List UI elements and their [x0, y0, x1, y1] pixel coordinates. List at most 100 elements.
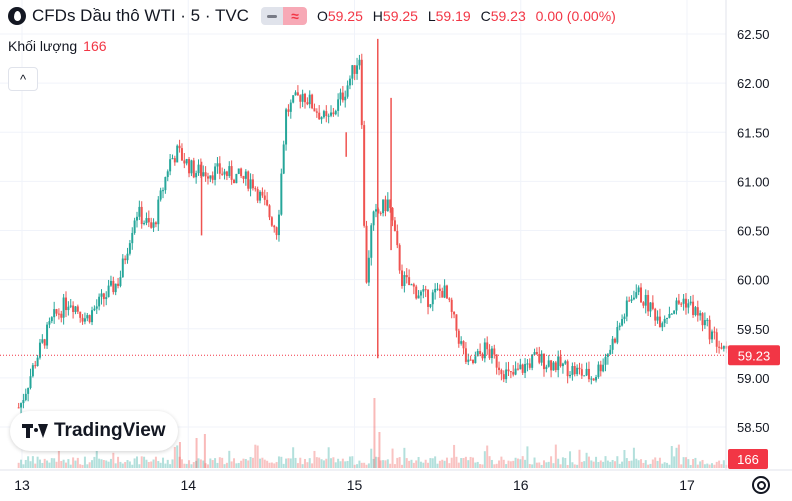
candle-body: [370, 225, 373, 258]
collapse-legend-button[interactable]: ^: [8, 67, 38, 91]
candle-body: [391, 207, 394, 221]
volume-bar: [398, 457, 401, 468]
candle-body: [521, 364, 524, 373]
candle-body: [41, 339, 44, 343]
volume-bar: [27, 456, 30, 468]
volume-bar: [121, 463, 124, 468]
volume-bar: [628, 461, 631, 468]
candle-body: [315, 111, 318, 113]
volume-bar: [379, 460, 382, 468]
volume-bar: [164, 463, 167, 468]
candle-body: [311, 94, 314, 109]
candle-body: [658, 316, 661, 328]
candle-body: [666, 317, 669, 319]
volume-bar: [694, 457, 697, 468]
chart-settings-gear-icon[interactable]: [752, 476, 770, 494]
candle-body: [202, 172, 205, 176]
volume-bar: [176, 445, 179, 468]
market-status-badge[interactable]: ≈: [260, 7, 307, 25]
candle-body: [140, 206, 143, 225]
volume-bar: [114, 463, 117, 468]
candle-body: [533, 352, 536, 355]
x-tick-label: 14: [180, 477, 196, 493]
volume-bar: [597, 462, 600, 468]
volume-bar: [192, 462, 195, 468]
volume-bar: [722, 460, 725, 468]
candle-body: [91, 310, 94, 323]
candle-body: [623, 316, 626, 320]
volume-bar: [632, 447, 635, 468]
candle-body: [606, 354, 609, 357]
candle-body: [339, 92, 342, 100]
candle-body: [656, 316, 659, 321]
candle-body: [460, 341, 463, 344]
candle-body: [62, 297, 65, 318]
volume-bar: [521, 456, 524, 468]
high-label: H: [372, 8, 383, 24]
volume-bar: [225, 462, 228, 468]
volume-bar: [280, 456, 283, 468]
volume-bar: [391, 448, 394, 468]
candle-body: [445, 285, 448, 299]
volume-bar: [292, 447, 295, 468]
volume-bar: [31, 456, 34, 468]
candle-body: [100, 293, 103, 297]
volume-bar: [498, 460, 501, 468]
candle-body: [79, 311, 82, 318]
candle-body: [557, 356, 560, 371]
volume-bar: [621, 461, 624, 468]
candle-body: [566, 361, 569, 377]
volume-bar: [590, 460, 593, 468]
volume-bar: [169, 464, 172, 468]
volume-bar: [69, 464, 72, 468]
volume-bar: [228, 450, 231, 468]
candle-body: [434, 288, 437, 293]
candle-body: [382, 199, 385, 214]
symbol-title[interactable]: CFDs Dầu thô WTI · 5 · TVC: [32, 6, 249, 25]
candle-body: [424, 289, 427, 291]
volume-bar: [322, 460, 325, 468]
candle-body: [524, 364, 527, 373]
low-value: 59.19: [435, 8, 471, 24]
volume-bar: [490, 459, 493, 468]
volume-bar: [109, 458, 112, 468]
candle-body: [611, 338, 614, 350]
candle-body: [545, 366, 548, 370]
candle-body: [46, 324, 49, 346]
candle-body: [124, 258, 127, 261]
volume-label[interactable]: Khối lượng: [8, 38, 78, 54]
volume-bar: [230, 461, 233, 468]
candle-body: [133, 220, 136, 233]
candle-body: [214, 166, 217, 180]
candle-body: [663, 318, 666, 324]
candle-body: [48, 321, 51, 325]
volume-bar: [235, 463, 238, 468]
candle-body: [313, 108, 316, 112]
candle-body: [22, 400, 25, 404]
volume-bar: [374, 456, 377, 468]
candle-body: [526, 363, 529, 365]
volume-bar: [209, 458, 212, 468]
volume-bar: [483, 451, 486, 468]
candle-body: [564, 361, 567, 364]
volume-bar: [372, 458, 375, 468]
volume-bar: [81, 464, 84, 468]
candle-body: [479, 351, 482, 354]
tradingview-logo[interactable]: TradingView: [10, 411, 178, 451]
candle-body: [642, 302, 645, 306]
candle-body: [195, 173, 198, 178]
volume-bar: [559, 464, 562, 468]
candle-body: [476, 351, 479, 357]
candle-body: [694, 307, 697, 315]
candle-body: [55, 309, 58, 314]
candle-body: [427, 289, 430, 307]
candle-body: [344, 96, 347, 101]
volume-bar: [173, 446, 176, 468]
candle-body: [74, 306, 77, 312]
candle-body: [256, 189, 259, 201]
candle-body: [401, 270, 404, 287]
candle-body: [455, 314, 458, 331]
volume-bar: [242, 458, 245, 468]
